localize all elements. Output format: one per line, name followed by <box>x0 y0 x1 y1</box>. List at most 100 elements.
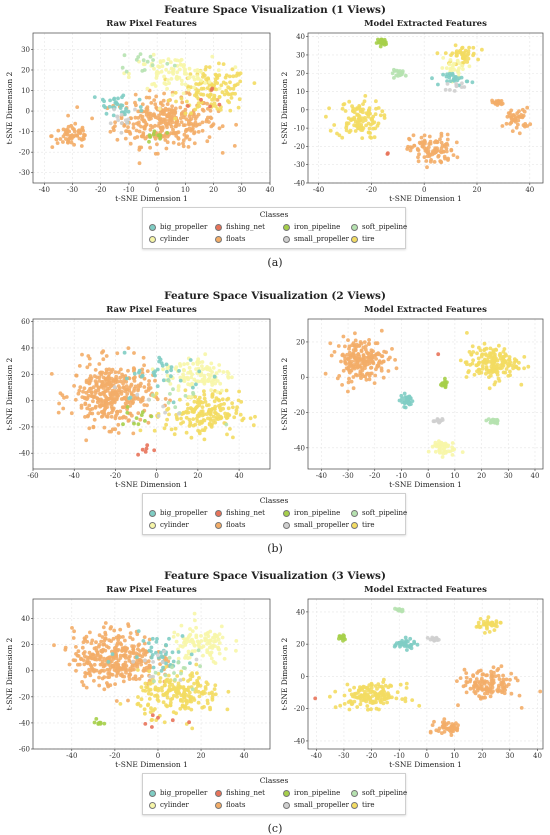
legend-item-small_propeller: small_propeller <box>283 520 349 530</box>
point-floats <box>362 340 367 344</box>
point-floats <box>504 677 509 682</box>
point-big_propeller <box>141 639 146 643</box>
point-floats <box>381 375 386 380</box>
legend-item-iron_pipeline: iron_pipeline <box>283 222 340 232</box>
point-small_propeller <box>443 87 448 92</box>
point-floats <box>104 370 109 374</box>
point-tire <box>226 689 231 694</box>
point-floats <box>74 373 79 378</box>
point-small_propeller <box>151 674 156 679</box>
point-floats <box>415 147 420 151</box>
point-tire <box>215 81 220 85</box>
point-floats <box>359 348 364 353</box>
point-tire <box>366 697 371 701</box>
point-floats <box>501 673 505 678</box>
point-fishing_net <box>199 97 203 102</box>
point-big_propeller <box>102 104 106 108</box>
point-floats <box>479 668 483 673</box>
point-tire <box>386 691 390 696</box>
legend-label: fishing_net <box>226 509 265 517</box>
point-floats <box>373 373 378 378</box>
point-floats <box>115 137 120 142</box>
point-floats <box>73 133 78 137</box>
point-tire <box>213 77 218 81</box>
point-floats <box>370 359 375 364</box>
point-big_propeller <box>155 637 159 641</box>
point-floats <box>374 367 378 372</box>
legend-label: iron_pipeline <box>294 789 341 797</box>
legend-label: big_propeller <box>160 509 208 517</box>
x-tick-label: -20 <box>366 186 377 194</box>
point-iron_pipeline <box>134 416 139 420</box>
point-big_propeller <box>119 103 123 108</box>
point-floats <box>152 112 156 116</box>
point-floats <box>121 385 126 390</box>
y-tick-label: 0 <box>301 673 305 681</box>
point-floats <box>144 95 149 100</box>
point-floats <box>98 392 103 397</box>
point-floats <box>348 362 353 366</box>
point-floats <box>351 386 356 391</box>
point-tire <box>204 65 209 69</box>
point-floats <box>87 667 91 672</box>
point-tire <box>232 415 237 420</box>
point-floats <box>488 687 493 691</box>
point-tire <box>470 344 475 349</box>
point-floats <box>142 376 147 381</box>
point-floats <box>110 367 115 372</box>
point-floats <box>510 129 515 133</box>
point-cylinder <box>177 67 182 72</box>
point-floats <box>358 373 363 378</box>
point-cylinder <box>205 648 210 652</box>
point-floats <box>66 124 71 129</box>
point-tire <box>214 87 219 92</box>
point-tire <box>241 416 246 421</box>
point-tire <box>197 412 201 417</box>
point-floats <box>390 347 394 351</box>
point-floats <box>83 671 88 675</box>
point-tire <box>519 382 524 387</box>
point-tire <box>209 407 214 412</box>
point-big_propeller <box>151 370 156 375</box>
point-tire <box>366 114 371 119</box>
point-floats <box>169 124 174 129</box>
point-tire <box>236 398 241 403</box>
point-tire <box>226 396 231 401</box>
point-floats <box>103 621 108 625</box>
legend-item-cylinder: cylinder <box>149 234 189 244</box>
point-cylinder <box>222 656 227 661</box>
y-tick-label: 20 <box>296 641 305 649</box>
point-small_propeller <box>156 414 161 418</box>
point-floats <box>438 137 442 142</box>
point-tire <box>162 683 167 688</box>
x-tick-label: -10 <box>394 752 405 760</box>
point-tire <box>502 354 506 359</box>
point-floats <box>113 377 117 382</box>
x-tick-label: -40 <box>316 472 327 480</box>
point-tire <box>493 347 498 352</box>
point-tire <box>211 414 216 419</box>
point-small_propeller <box>432 419 437 424</box>
point-cylinder <box>455 58 460 63</box>
point-soft_pipeline <box>398 69 402 73</box>
point-floats <box>148 127 153 132</box>
point-floats <box>115 641 120 646</box>
point-big_propeller <box>108 98 112 103</box>
point-big_propeller <box>415 642 420 647</box>
point-cylinder <box>165 86 170 91</box>
point-tire <box>358 126 363 131</box>
point-tire <box>166 673 171 678</box>
point-tire <box>174 415 179 420</box>
point-tire <box>207 421 212 426</box>
point-floats <box>77 388 82 393</box>
point-big_propeller <box>155 384 160 389</box>
point-tire <box>195 671 199 675</box>
point-iron_pipeline <box>102 721 107 726</box>
point-big_propeller <box>107 104 112 109</box>
point-floats <box>86 354 91 358</box>
point-tire <box>464 375 469 379</box>
point-tire <box>468 363 473 367</box>
legend-item-big_propeller: big_propeller <box>149 788 207 798</box>
point-tire <box>394 696 399 701</box>
point-tire <box>491 351 496 355</box>
